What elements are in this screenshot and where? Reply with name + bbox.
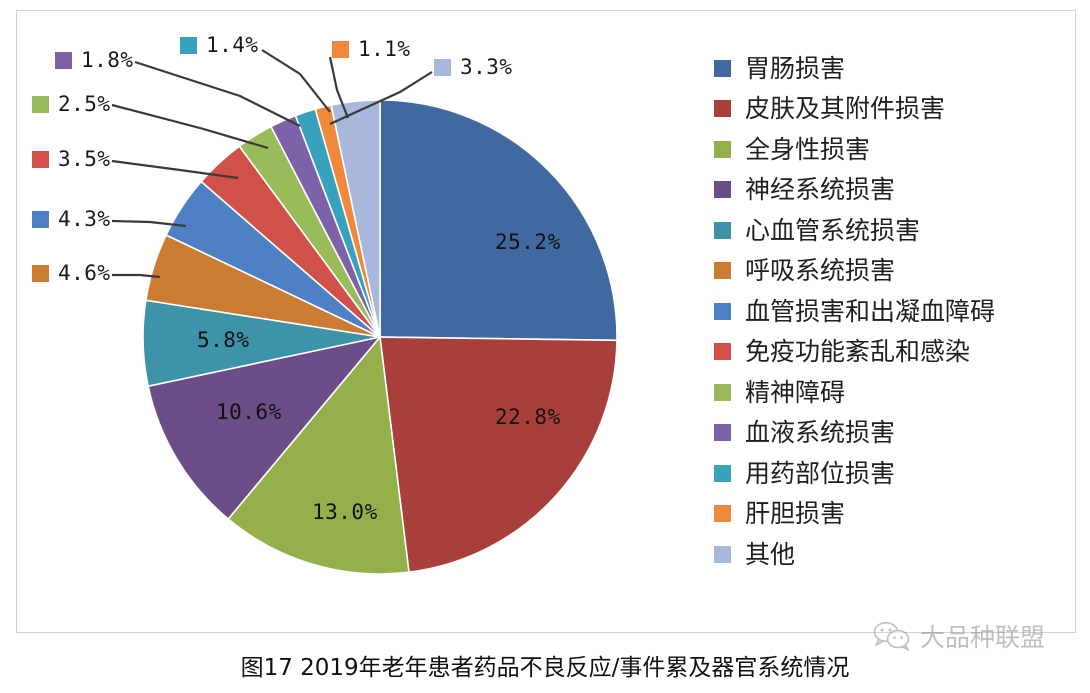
slice-percent-label: 5.8% xyxy=(197,328,250,352)
callout-swatch-icon xyxy=(32,210,49,228)
callout-swatch-icon xyxy=(32,264,49,282)
callout-label: 1.4% xyxy=(180,33,259,57)
legend-item[interactable]: 其他 xyxy=(714,534,1064,575)
legend-item-label: 免疫功能紊乱和感染 xyxy=(745,337,971,367)
legend-item-label: 肝胆损害 xyxy=(745,499,846,529)
legend-swatch-icon xyxy=(714,464,731,482)
legend-swatch-icon xyxy=(714,262,731,280)
legend-item-label: 皮肤及其附件损害 xyxy=(745,94,946,124)
legend-item[interactable]: 血管损害和出凝血障碍 xyxy=(714,291,1064,332)
legend-item-label: 胃肠损害 xyxy=(745,53,846,83)
slice-percent-label: 13.0% xyxy=(312,500,378,524)
legend-swatch-icon xyxy=(714,140,731,158)
callout-percent: 4.6% xyxy=(58,261,111,285)
legend-item-label: 血液系统损害 xyxy=(745,418,896,448)
chart-legend: 胃肠损害皮肤及其附件损害 全身性损害神经系统损害 心血管系统损害 呼吸系统损害血管损害… xyxy=(714,48,1064,575)
callout-swatch-icon xyxy=(32,150,49,168)
callout-percent: 4.3% xyxy=(58,207,111,231)
legend-item-label: 全身性损害 xyxy=(745,134,871,164)
legend-swatch-icon xyxy=(714,383,731,401)
wechat-icon xyxy=(873,622,910,651)
legend-item-label: 心血管系统损害 xyxy=(745,215,921,245)
legend-item-label: 精神障碍 xyxy=(745,377,846,407)
callout-swatch-icon xyxy=(55,51,72,69)
callout-swatch-icon xyxy=(332,40,349,58)
legend-swatch-icon xyxy=(714,302,731,320)
callout-swatch-icon xyxy=(434,58,451,76)
legend-item[interactable]: 胃肠损害 xyxy=(714,48,1064,89)
legend-item[interactable]: 用药部位损害 xyxy=(714,453,1064,494)
callout-percent: 1.1% xyxy=(358,37,411,61)
callout-percent: 3.5% xyxy=(58,147,111,171)
callout-percent: 1.4% xyxy=(206,33,259,57)
callout-label: 2.5% xyxy=(32,92,111,116)
legend-item[interactable]: 免疫功能紊乱和感染 xyxy=(714,332,1064,373)
watermark-text: 大品种联盟 xyxy=(920,623,1046,652)
legend-swatch-icon xyxy=(714,343,731,361)
legend-swatch-icon xyxy=(714,505,731,523)
callout-label: 3.5% xyxy=(32,147,111,171)
callout-label: 1.1% xyxy=(332,37,411,61)
legend-item-label: 血管损害和出凝血障碍 xyxy=(745,296,996,326)
legend-item[interactable]: 呼吸系统损害 xyxy=(714,251,1064,292)
slice-percent-label: 22.8% xyxy=(495,405,561,429)
legend-item-label: 其他 xyxy=(745,539,796,569)
slice-percent-label: 25.2% xyxy=(495,230,561,254)
legend-item-label: 呼吸系统损害 xyxy=(745,256,896,286)
legend-item-label: 神经系统损害 xyxy=(745,175,896,205)
legend-item[interactable]: 精神障碍 xyxy=(714,372,1064,413)
legend-swatch-icon xyxy=(714,424,731,442)
legend-item[interactable]: 全身性损害 xyxy=(714,129,1064,170)
watermark: 大品种联盟 xyxy=(872,618,1045,654)
legend-item[interactable]: 神经系统损害 xyxy=(714,170,1064,211)
callout-label: 1.8% xyxy=(55,48,134,72)
callout-swatch-icon xyxy=(32,95,49,113)
legend-item[interactable]: 血液系统损害 xyxy=(714,413,1064,454)
legend-swatch-icon xyxy=(714,100,731,118)
figure-caption: 图17 2019年老年患者药品不良反应/事件累及器官系统情况 xyxy=(240,655,850,681)
legend-swatch-icon xyxy=(714,221,731,239)
callout-percent: 2.5% xyxy=(58,92,111,116)
callout-percent: 3.3% xyxy=(460,55,513,79)
legend-item-label: 用药部位损害 xyxy=(745,458,896,488)
legend-item[interactable]: 肝胆损害 xyxy=(714,494,1064,535)
legend-item[interactable]: 皮肤及其附件损害 xyxy=(714,89,1064,130)
callout-label: 3.3% xyxy=(434,55,513,79)
legend-swatch-icon xyxy=(714,545,731,563)
callout-swatch-icon xyxy=(180,36,197,54)
legend-item[interactable]: 心血管系统损害 xyxy=(714,210,1064,251)
legend-swatch-icon xyxy=(714,181,731,199)
callout-label: 4.3% xyxy=(32,207,111,231)
callout-percent: 1.8% xyxy=(81,48,134,72)
callout-label: 4.6% xyxy=(32,261,111,285)
legend-swatch-icon xyxy=(714,59,731,77)
slice-percent-label: 10.6% xyxy=(216,400,282,424)
